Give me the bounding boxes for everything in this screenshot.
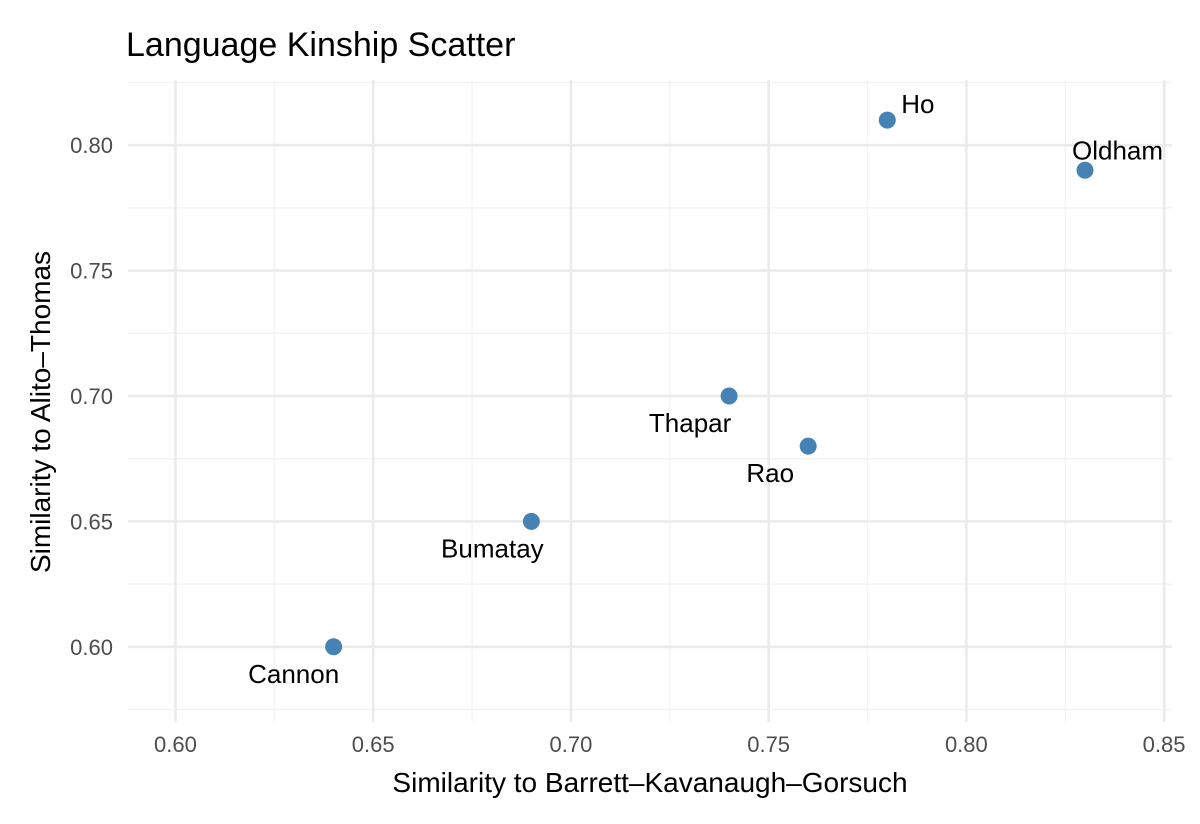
- x-axis-title: Similarity to Barrett–Kavanaugh–Gorsuch: [392, 767, 907, 798]
- point-label-thapar: Thapar: [649, 408, 732, 438]
- x-tick-label: 0.60: [154, 732, 197, 757]
- data-point-ho: [878, 111, 896, 129]
- x-tick-label: 0.80: [945, 732, 988, 757]
- point-labels: Cannon Bumatay Thapar Rao Ho Oldham: [248, 89, 1163, 689]
- point-label-bumatay: Bumatay: [441, 533, 544, 563]
- point-label-oldham: Oldham: [1072, 135, 1163, 165]
- data-point-oldham: [1076, 161, 1094, 179]
- y-tick-label: 0.60: [70, 635, 113, 660]
- y-tick-label: 0.75: [70, 259, 113, 284]
- y-tick-label: 0.70: [70, 384, 113, 409]
- x-tick-label: 0.70: [549, 732, 592, 757]
- point-label-ho: Ho: [901, 89, 934, 119]
- data-point-bumatay: [522, 512, 540, 530]
- grid: [128, 80, 1172, 722]
- x-tick-label: 0.85: [1143, 732, 1186, 757]
- y-tick-label: 0.65: [70, 509, 113, 534]
- y-tick-label: 0.80: [70, 133, 113, 158]
- y-axis-title: Similarity to Alito–Thomas: [25, 251, 56, 573]
- data-point-cannon: [325, 638, 343, 656]
- tick-labels: 0.60 0.65 0.70 0.75 0.80 0.85 0.60 0.65 0.70 0.75…: [70, 133, 1185, 757]
- data-points: [325, 111, 1094, 656]
- point-label-cannon: Cannon: [248, 659, 339, 689]
- chart-title: Language Kinship Scatter: [126, 26, 515, 64]
- data-point-rao: [799, 437, 817, 455]
- data-point-thapar: [720, 387, 738, 405]
- x-tick-label: 0.75: [747, 732, 790, 757]
- point-label-rao: Rao: [746, 458, 794, 488]
- x-tick-label: 0.65: [352, 732, 395, 757]
